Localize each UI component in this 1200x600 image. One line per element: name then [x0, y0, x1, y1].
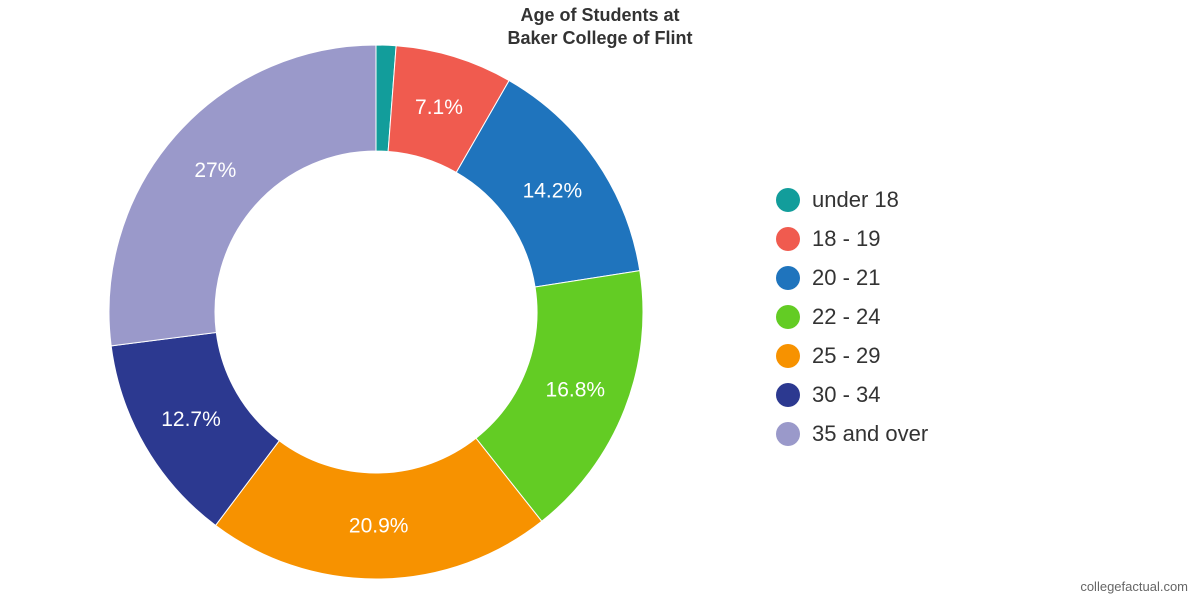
legend-label: under 18: [812, 186, 899, 212]
chart-title: Age of Students at Baker College of Flin…: [0, 4, 1200, 50]
slice-25to29[interactable]: [214, 437, 543, 580]
slice-35andover[interactable]: [108, 44, 377, 347]
legend-swatch-icon: [776, 343, 800, 368]
legend-label: 22 - 24: [812, 303, 881, 329]
donut-chart: 7.1% 14.2% 16.8% 20.9% 12.7% 27%: [108, 44, 644, 580]
legend-swatch-icon: [776, 187, 800, 212]
chart-legend: under 18 18 - 19 20 - 21 22 - 24 25 - 29 30 -…: [776, 180, 928, 453]
legend-item-2[interactable]: 20 - 21: [776, 258, 928, 297]
chart-title-line-1: Age of Students at: [520, 5, 680, 25]
slice-label-6: 27%: [194, 159, 236, 182]
legend-swatch-icon: [776, 226, 800, 251]
chart-title-line-2: Baker College of Flint: [507, 28, 693, 48]
donut-slices: [108, 44, 644, 580]
legend-label: 20 - 21: [812, 264, 881, 290]
legend-label: 35 and over: [812, 420, 929, 446]
legend-label: 25 - 29: [812, 342, 881, 368]
donut-slice-labels: 7.1% 14.2% 16.8% 20.9% 12.7% 27%: [161, 96, 605, 538]
legend-swatch-icon: [776, 421, 800, 446]
legend-label: 18 - 19: [812, 225, 881, 251]
legend-swatch-icon: [776, 382, 800, 407]
slice-label-3: 16.8%: [546, 378, 606, 401]
slice-label-4: 20.9%: [349, 514, 409, 537]
legend-item-1[interactable]: 18 - 19: [776, 219, 928, 258]
legend-item-3[interactable]: 22 - 24: [776, 297, 928, 336]
source-watermark: collegefactual.com: [1080, 579, 1188, 594]
legend-item-4[interactable]: 25 - 29: [776, 336, 928, 375]
legend-label: 30 - 34: [812, 381, 881, 407]
legend-item-6[interactable]: 35 and over: [776, 414, 928, 453]
legend-swatch-icon: [776, 265, 800, 290]
slice-label-5: 12.7%: [161, 408, 221, 431]
slice-label-1: 7.1%: [415, 96, 463, 119]
legend-swatch-icon: [776, 304, 800, 329]
slice-label-2: 14.2%: [523, 179, 583, 202]
legend-item-5[interactable]: 30 - 34: [776, 375, 928, 414]
legend-item-0[interactable]: under 18: [776, 180, 928, 219]
